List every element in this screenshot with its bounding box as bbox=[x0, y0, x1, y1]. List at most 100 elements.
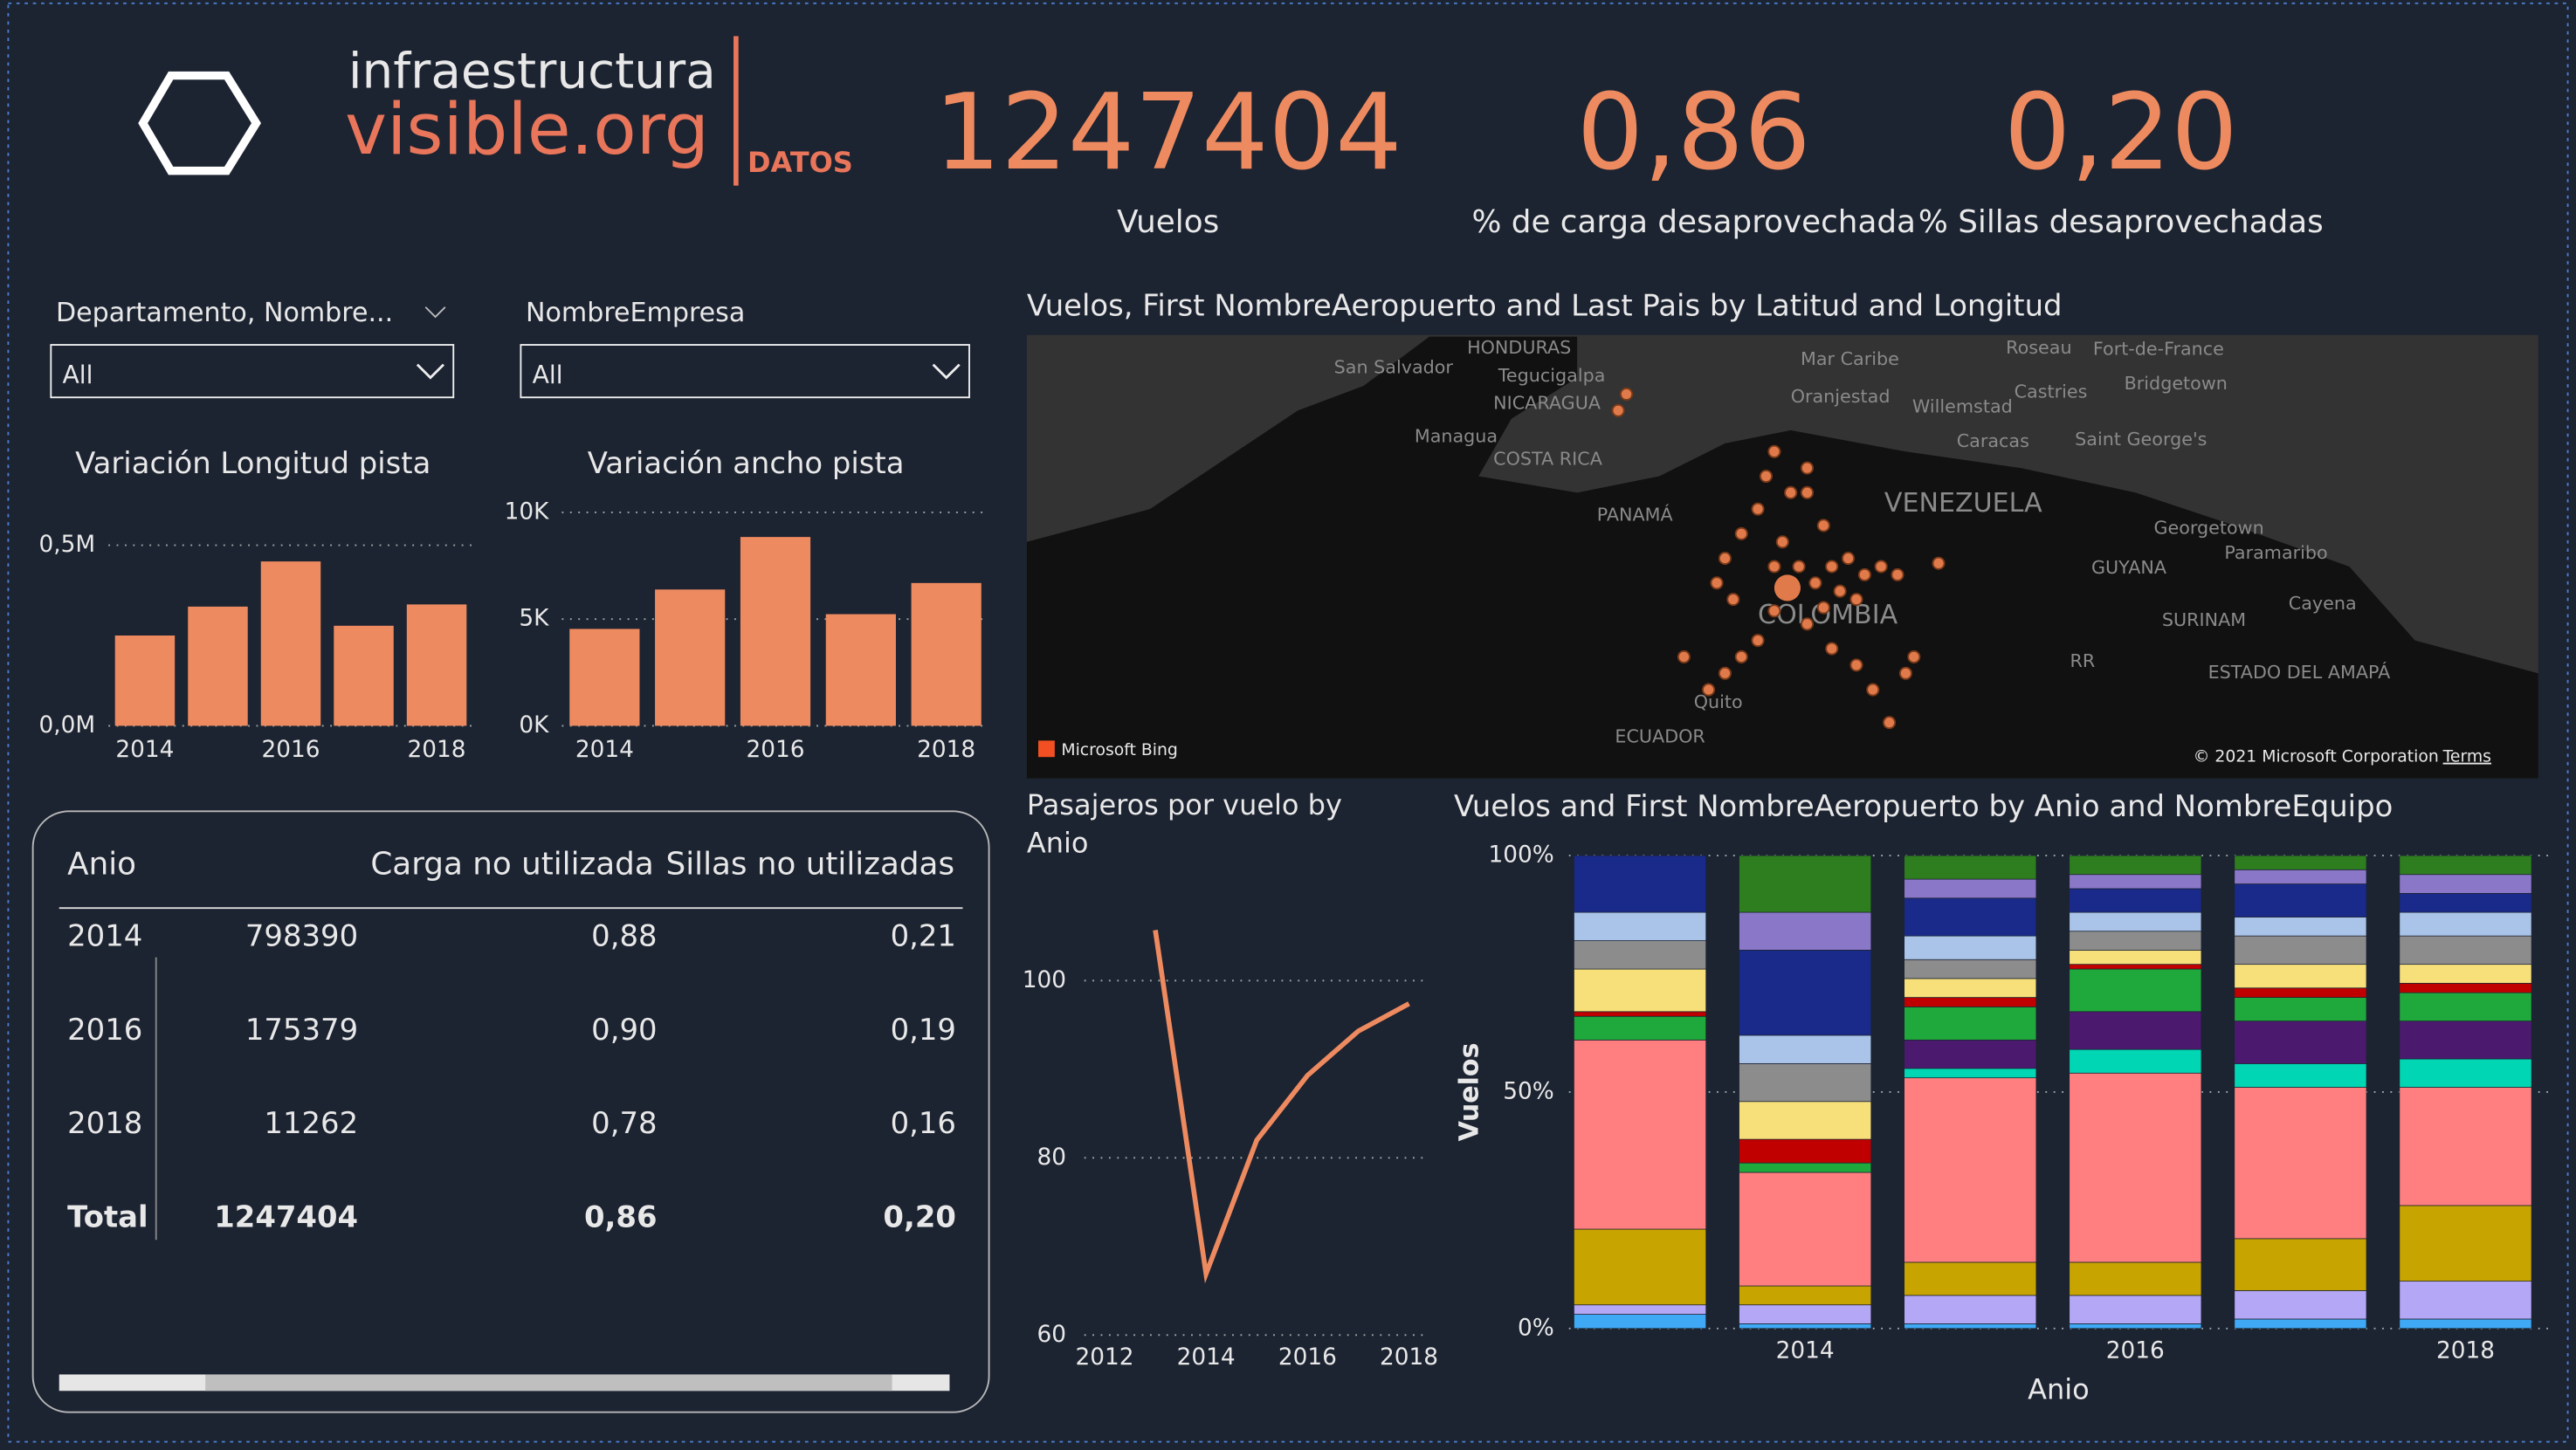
bar-segment bbox=[2399, 1020, 2532, 1060]
bar-segment bbox=[2234, 855, 2367, 870]
table-cell: 175379 bbox=[245, 1013, 358, 1047]
bar-segment bbox=[2399, 1318, 2532, 1330]
bar-segment bbox=[2069, 931, 2202, 951]
y-tick-label: 100% bbox=[1488, 842, 1553, 869]
kpi-value: 0,86 bbox=[1577, 72, 1811, 194]
map-label: HONDURAS bbox=[1467, 337, 1571, 358]
bar-segment bbox=[2234, 917, 2367, 937]
map-point bbox=[1849, 593, 1863, 607]
x-tick-label: 2012 bbox=[1075, 1344, 1133, 1371]
bar-segment bbox=[2234, 1020, 2367, 1064]
bar-segment bbox=[1904, 897, 2037, 937]
map-label: Bridgetown bbox=[2125, 373, 2228, 394]
slicer[interactable]: Departamento, Nombre... All bbox=[50, 298, 455, 399]
table-cell: 2014 bbox=[67, 919, 142, 953]
scrollbar-thumb[interactable] bbox=[205, 1374, 892, 1392]
kpi-label: % Sillas desaprovechadas bbox=[1918, 204, 2324, 240]
x-tick-label: 2014 bbox=[1776, 1338, 1835, 1364]
bar-segment bbox=[2069, 1048, 2202, 1074]
bar-segment bbox=[1739, 1101, 1872, 1140]
bar-segment bbox=[1739, 1162, 1872, 1173]
chart-title: Vuelos and First NombreAeropuerto by Ani… bbox=[1454, 789, 2393, 823]
kpi-value: 1247404 bbox=[934, 72, 1402, 194]
bar-segment bbox=[2234, 997, 2367, 1022]
x-tick-label: 2014 bbox=[1177, 1344, 1236, 1371]
bar-segment bbox=[1739, 1323, 1872, 1330]
bar-segment bbox=[1574, 1314, 1707, 1330]
map-label: ECUADOR bbox=[1615, 726, 1705, 747]
y-tick-label: 0% bbox=[1518, 1315, 1554, 1341]
y-axis-title: Vuelos bbox=[1454, 1042, 1484, 1141]
map-point bbox=[1792, 560, 1806, 574]
slicer-label: NombreEmpresa bbox=[526, 298, 745, 328]
frame bbox=[7, 2, 2569, 1443]
map-land bbox=[1298, 336, 1578, 477]
bar-segment bbox=[2399, 855, 2532, 876]
bar-segment bbox=[2069, 950, 2202, 966]
x-tick-label: 2018 bbox=[2436, 1338, 2495, 1364]
y-tick-label: 0K bbox=[519, 712, 549, 739]
bar-segment bbox=[2399, 1058, 2532, 1088]
map-label: Willemstad bbox=[1912, 396, 2013, 417]
x-tick-label: 2014 bbox=[115, 737, 174, 763]
x-tick-label: 2016 bbox=[2106, 1338, 2165, 1364]
bar-segment bbox=[1739, 950, 1872, 1036]
map-point bbox=[1800, 461, 1815, 475]
map-point bbox=[1932, 556, 1946, 570]
dropdown-value: All bbox=[533, 361, 563, 389]
bar bbox=[260, 561, 321, 726]
bar-segment bbox=[2069, 874, 2202, 890]
bar-segment bbox=[2399, 1281, 2532, 1320]
table-total: Total bbox=[67, 1199, 148, 1234]
map-point bbox=[1718, 552, 1732, 566]
bar-segment bbox=[2234, 1318, 2367, 1330]
bar-segment bbox=[1739, 1285, 1872, 1306]
bar-segment bbox=[2069, 1072, 2202, 1263]
y-tick-label: 60 bbox=[1037, 1322, 1066, 1348]
map-point bbox=[1767, 560, 1781, 574]
map-point bbox=[1833, 584, 1847, 598]
table-cell: 798390 bbox=[245, 919, 358, 953]
map-label: Fort-de-France bbox=[2093, 339, 2224, 360]
map-point bbox=[1702, 683, 1716, 697]
table-cell: 0,21 bbox=[891, 919, 956, 953]
map-point bbox=[1825, 560, 1839, 574]
bar-segment bbox=[2234, 1290, 2367, 1320]
table-header: Anio bbox=[67, 846, 136, 882]
map-label: Oranjestad bbox=[1791, 386, 1891, 407]
map-terms[interactable]: Terms bbox=[2442, 748, 2491, 766]
bar-segment bbox=[1904, 1077, 2037, 1263]
bar bbox=[406, 604, 467, 726]
x-tick-label: 2016 bbox=[1278, 1344, 1337, 1371]
table-cell: 0,78 bbox=[591, 1106, 657, 1140]
table-cell: 0,16 bbox=[891, 1106, 956, 1140]
bar-segment bbox=[2069, 1295, 2202, 1324]
map-label: Saint George's bbox=[2075, 429, 2207, 450]
bar-segment bbox=[1904, 1323, 2037, 1330]
chevron bbox=[932, 363, 961, 380]
map-point bbox=[1784, 485, 1798, 499]
map-point bbox=[1857, 567, 1871, 581]
chart-title: Variación Longitud pista bbox=[75, 446, 430, 480]
map-point bbox=[1718, 666, 1732, 680]
x-tick-label: 2016 bbox=[261, 737, 320, 763]
y-tick-label: 5K bbox=[519, 606, 549, 632]
bar-segment bbox=[1739, 855, 1872, 913]
map-point bbox=[1874, 560, 1888, 574]
map-point bbox=[1907, 649, 1921, 663]
table-cell: 2016 bbox=[67, 1013, 142, 1047]
map[interactable]: San Salvador HONDURAS Tegucigalpa NICARAGUA… bbox=[1026, 334, 2538, 779]
map-point bbox=[1751, 634, 1765, 648]
bar-segment bbox=[2234, 869, 2367, 884]
bar-segment bbox=[2069, 1261, 2202, 1296]
map-label: COSTA RICA bbox=[1493, 449, 1602, 470]
dropdown[interactable] bbox=[50, 344, 455, 399]
x-tick-label: 2016 bbox=[746, 737, 804, 763]
map-point bbox=[1734, 526, 1748, 540]
bar-segment bbox=[2234, 1238, 2367, 1291]
dropdown[interactable] bbox=[520, 344, 970, 399]
table-header: Sillas no utilizadas bbox=[666, 846, 955, 882]
table-cell: 0,19 bbox=[891, 1013, 956, 1047]
slicer[interactable]: NombreEmpresa All bbox=[520, 298, 970, 399]
